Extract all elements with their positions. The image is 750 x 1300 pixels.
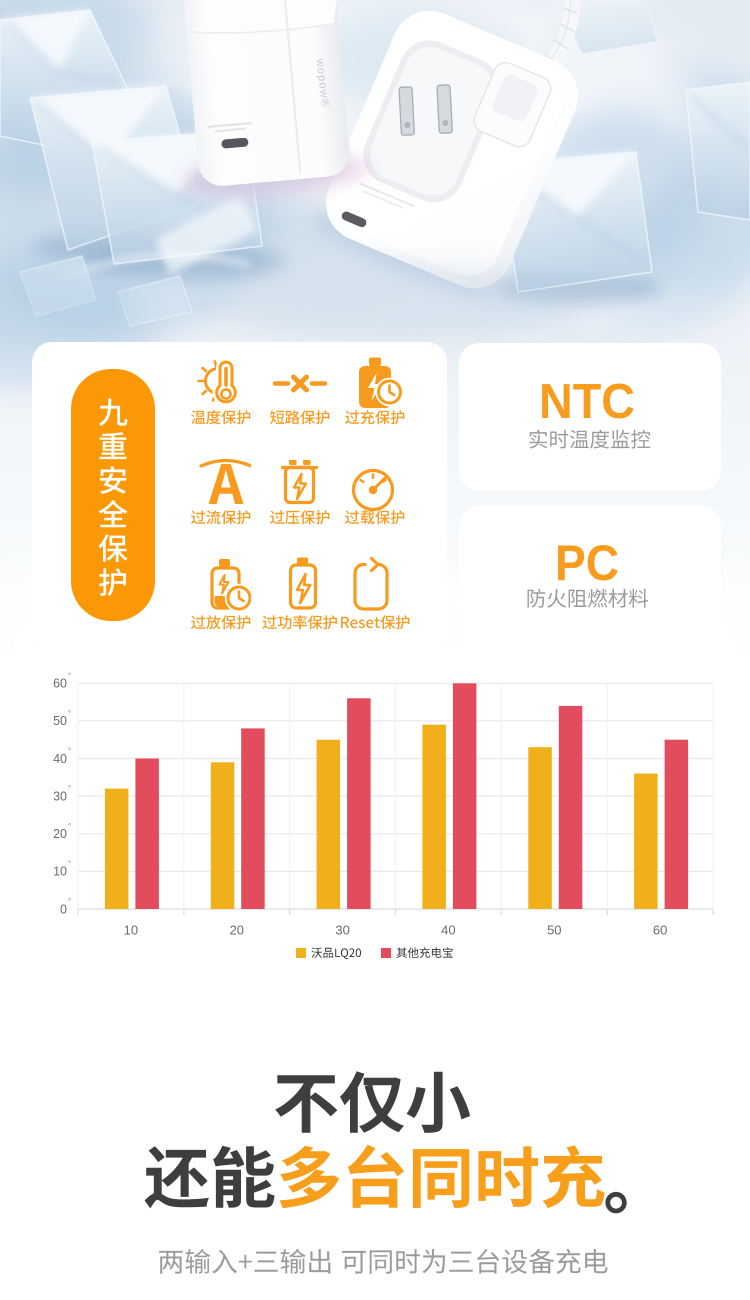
svg-text:10: 10 bbox=[124, 922, 138, 937]
svg-text:10: 10 bbox=[53, 865, 67, 879]
svg-text:60: 60 bbox=[53, 677, 67, 691]
svg-text:°: ° bbox=[68, 822, 71, 831]
svg-text:50: 50 bbox=[53, 714, 67, 728]
svg-text:°: ° bbox=[68, 859, 71, 868]
svg-text:40: 40 bbox=[441, 922, 455, 937]
svg-text:°: ° bbox=[68, 897, 71, 906]
svg-text:°: ° bbox=[68, 709, 71, 718]
svg-text:30: 30 bbox=[335, 922, 349, 937]
svg-text:30: 30 bbox=[53, 789, 67, 803]
svg-text:°: ° bbox=[68, 671, 71, 680]
svg-text:°: ° bbox=[68, 784, 71, 793]
svg-text:40: 40 bbox=[53, 752, 67, 766]
svg-text:0: 0 bbox=[60, 902, 67, 916]
svg-text:20: 20 bbox=[230, 922, 244, 937]
svg-text:60: 60 bbox=[653, 922, 667, 937]
svg-text:°: ° bbox=[68, 747, 71, 756]
svg-text:50: 50 bbox=[547, 922, 561, 937]
svg-text:20: 20 bbox=[53, 827, 67, 841]
